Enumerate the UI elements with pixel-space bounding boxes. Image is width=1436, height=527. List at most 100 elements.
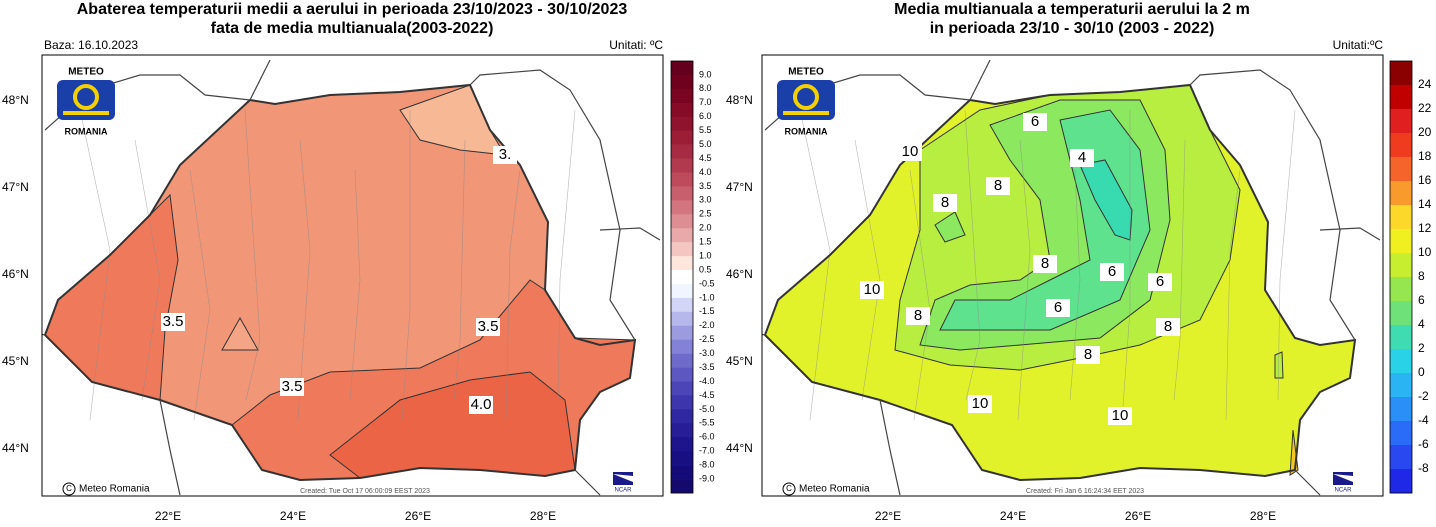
colorbar-label: 4 — [1418, 317, 1425, 331]
colorbar-label: -0.5 — [699, 278, 715, 288]
contour-label: 4.0 — [471, 396, 492, 413]
copyright-sign — [62, 482, 76, 496]
contour-label: 6 — [1156, 273, 1164, 290]
lon-label: 26°E — [405, 509, 431, 523]
contour-label: 8 — [914, 307, 922, 324]
colorbar-label: 5.5 — [699, 125, 712, 135]
colorbar-swatch — [671, 423, 693, 438]
colorbar-swatch — [671, 437, 693, 452]
colorbar-label: -4.0 — [699, 376, 715, 386]
colorbar-swatch — [671, 409, 693, 424]
contour-label-bg — [1076, 346, 1100, 364]
county-border — [189, 169, 211, 421]
logo-sun — [73, 84, 99, 110]
colorbar-swatch — [671, 116, 693, 131]
contour-label: 8 — [941, 194, 949, 211]
colorbar-label: -6.0 — [699, 432, 715, 442]
logo-bar — [63, 111, 109, 115]
colorbar-label: 3.5 — [699, 181, 712, 191]
colorbar-label: 4.5 — [699, 153, 712, 163]
colorbar-swatch — [671, 186, 693, 201]
contour-label-bg — [1033, 255, 1057, 273]
contour-label: 8 — [1164, 318, 1172, 335]
contour-label-bg — [493, 146, 517, 164]
copyright-c: C — [786, 484, 792, 493]
contour-label: 3. — [499, 146, 512, 163]
lon-label: 24°E — [1000, 509, 1026, 523]
contour-label: 3.5 — [163, 313, 184, 330]
ncar-text: NCAR — [614, 488, 632, 494]
colorbar-swatch — [671, 242, 693, 257]
colorbar-swatch — [671, 297, 693, 313]
contour-label-bg — [1108, 407, 1132, 425]
neighbour-border — [1189, 69, 1356, 341]
contour-label-bg — [476, 318, 500, 336]
logo-box — [57, 80, 115, 120]
colorbar-label: 18 — [1418, 149, 1432, 163]
lat-label: 47°N — [2, 180, 29, 194]
temperature-area — [221, 316, 259, 351]
colorbar-label: 2 — [1418, 341, 1425, 355]
lat-label: 47°N — [726, 180, 753, 194]
contour-label-bg — [933, 194, 957, 212]
logo-box — [777, 80, 835, 120]
colorbar-swatch — [671, 228, 693, 243]
units: Unitati: ºC — [609, 38, 663, 52]
colorbar-label: 7.0 — [699, 97, 712, 107]
colorbar-label: 8.0 — [699, 83, 712, 93]
lon-label: 28°E — [530, 509, 556, 523]
county-border — [297, 139, 311, 421]
colorbar-label: 0 — [1418, 365, 1425, 379]
colorbar-label: -3.5 — [699, 362, 715, 372]
county-border — [799, 109, 831, 421]
map-frame — [761, 54, 1384, 497]
contour-label-bg — [906, 307, 930, 325]
colorbar-swatch — [1390, 157, 1412, 182]
lat-label: 44°N — [726, 441, 753, 455]
lat-label: 46°N — [726, 267, 753, 281]
map-panel: Media multianuala a temperaturii aerului… — [726, 1, 1432, 523]
county-border — [349, 169, 361, 401]
colorbar-label: -4 — [1418, 413, 1429, 427]
colorbar-label: -2.0 — [699, 320, 715, 330]
map-frame — [41, 54, 664, 497]
colorbar-label: 4.0 — [699, 167, 712, 177]
colorbar-swatch — [1390, 421, 1412, 446]
map — [42, 55, 663, 496]
colorbar-label: -8.0 — [699, 460, 715, 470]
county-border — [79, 109, 111, 421]
colorbar-label: 8 — [1418, 269, 1425, 283]
neighbour-border — [159, 399, 181, 496]
neighbour-border — [599, 227, 661, 241]
county-border — [854, 139, 881, 401]
contour-label: 3.5 — [478, 318, 499, 335]
neighbour-border — [469, 69, 636, 341]
colorbar-swatch — [1390, 61, 1412, 86]
colorbar-label: 12 — [1418, 221, 1432, 235]
lat-label: 48°N — [2, 93, 29, 107]
colorbar-label: -4.5 — [699, 390, 715, 400]
ncar-text: NCAR — [1334, 488, 1352, 494]
colorbar-swatch — [1390, 109, 1412, 134]
county-border — [1225, 169, 1241, 421]
colorbar-swatch — [1390, 325, 1412, 350]
temperature-area — [934, 211, 966, 243]
colorbar-swatch — [1390, 301, 1412, 326]
colorbar-label: -8 — [1418, 461, 1429, 475]
panel-title: Media multianuala a temperaturii aerului… — [894, 1, 1250, 18]
units: Unitati:ºC — [1333, 38, 1384, 52]
contour-label: 10 — [902, 143, 919, 160]
colorbar-swatch — [671, 339, 693, 354]
contour-label-bg — [469, 396, 493, 414]
county-border — [1069, 169, 1081, 401]
colorbar-label: 9.0 — [699, 69, 712, 79]
ncar-mark — [613, 474, 633, 482]
lat-label: 45°N — [726, 354, 753, 368]
contour-label-bg — [968, 395, 992, 413]
colorbar-label: 22 — [1418, 101, 1432, 115]
contour-label: 6 — [1108, 263, 1116, 280]
map-panel: Abaterea temperaturii medii a aerului in… — [2, 1, 715, 523]
colorbar-label: -7.0 — [699, 446, 715, 456]
created: Created: Fri Jan 6 16:24:34 EET 2023 — [1026, 488, 1144, 495]
